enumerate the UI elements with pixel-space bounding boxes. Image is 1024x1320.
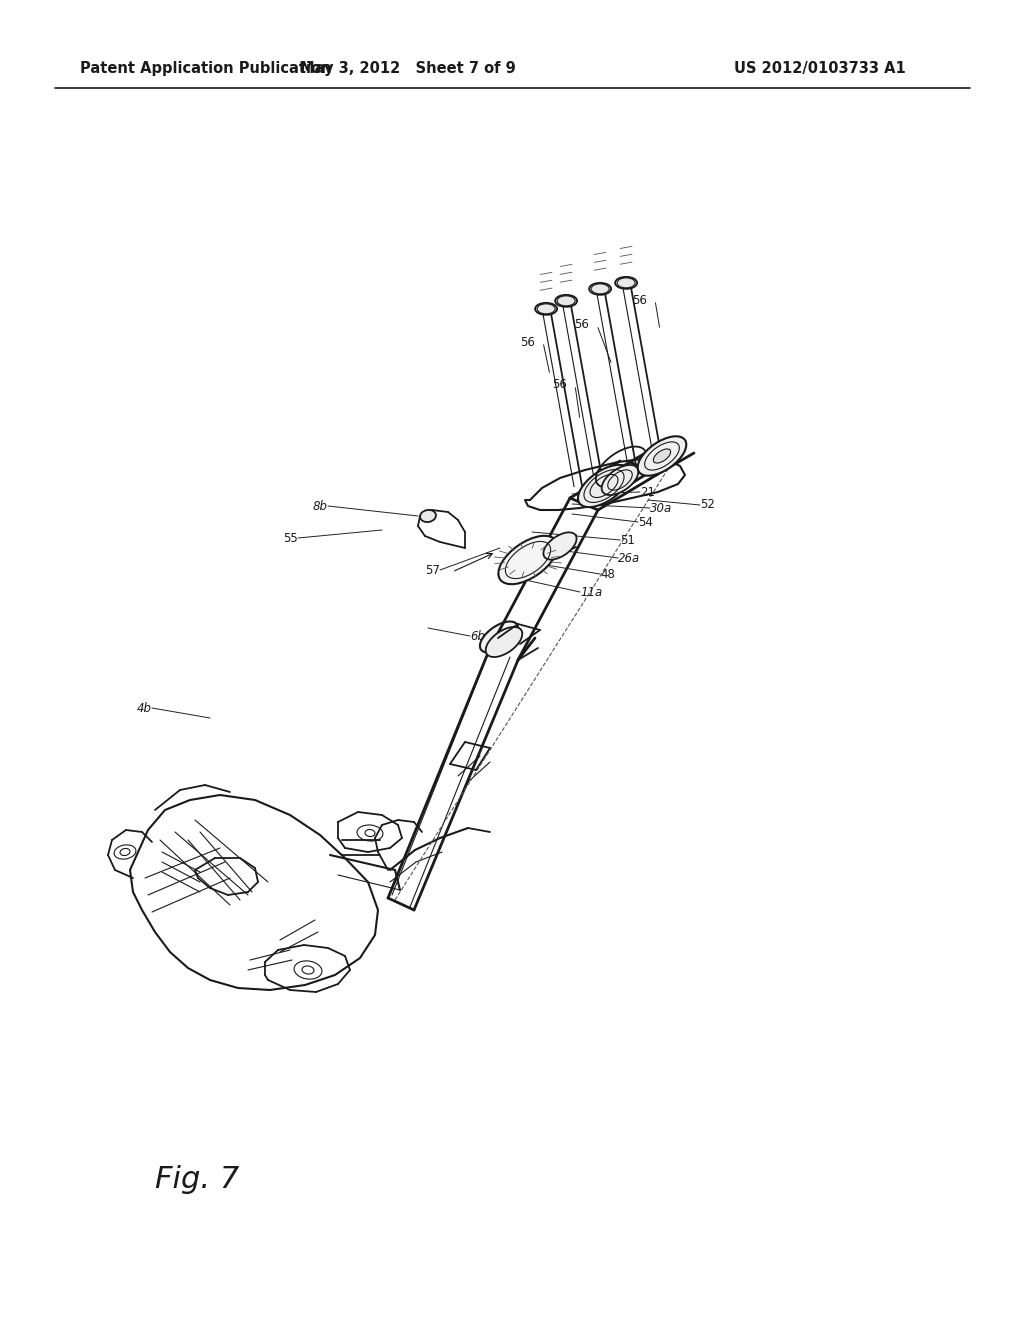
Ellipse shape — [653, 449, 671, 463]
Text: 56: 56 — [553, 379, 567, 392]
Text: 4b: 4b — [137, 701, 152, 714]
Text: 52: 52 — [700, 499, 715, 511]
Text: US 2012/0103733 A1: US 2012/0103733 A1 — [734, 61, 906, 75]
Ellipse shape — [536, 302, 557, 315]
Ellipse shape — [589, 282, 611, 294]
Text: May 3, 2012   Sheet 7 of 9: May 3, 2012 Sheet 7 of 9 — [300, 61, 516, 75]
Ellipse shape — [499, 536, 558, 585]
Ellipse shape — [555, 294, 578, 306]
Text: 56: 56 — [633, 293, 647, 306]
Text: 30a: 30a — [650, 502, 672, 515]
Ellipse shape — [485, 627, 522, 657]
Text: 21: 21 — [640, 486, 655, 499]
Ellipse shape — [578, 465, 630, 507]
Text: Patent Application Publication: Patent Application Publication — [80, 61, 332, 75]
Text: 6b: 6b — [470, 630, 485, 643]
Text: 51: 51 — [620, 533, 635, 546]
Text: 54: 54 — [638, 516, 653, 528]
Ellipse shape — [638, 437, 686, 475]
Ellipse shape — [615, 277, 637, 289]
Text: 56: 56 — [520, 335, 536, 348]
Text: 55: 55 — [284, 532, 298, 544]
Ellipse shape — [544, 532, 577, 560]
Text: 11a: 11a — [580, 586, 602, 598]
Text: Fig. 7: Fig. 7 — [155, 1166, 240, 1195]
Ellipse shape — [420, 510, 436, 523]
Text: 48: 48 — [600, 568, 614, 581]
Ellipse shape — [602, 465, 638, 495]
Text: 57: 57 — [425, 564, 440, 577]
Ellipse shape — [480, 622, 518, 652]
Text: 56: 56 — [574, 318, 590, 331]
Text: 26a: 26a — [618, 552, 640, 565]
Text: 8b: 8b — [313, 499, 328, 512]
